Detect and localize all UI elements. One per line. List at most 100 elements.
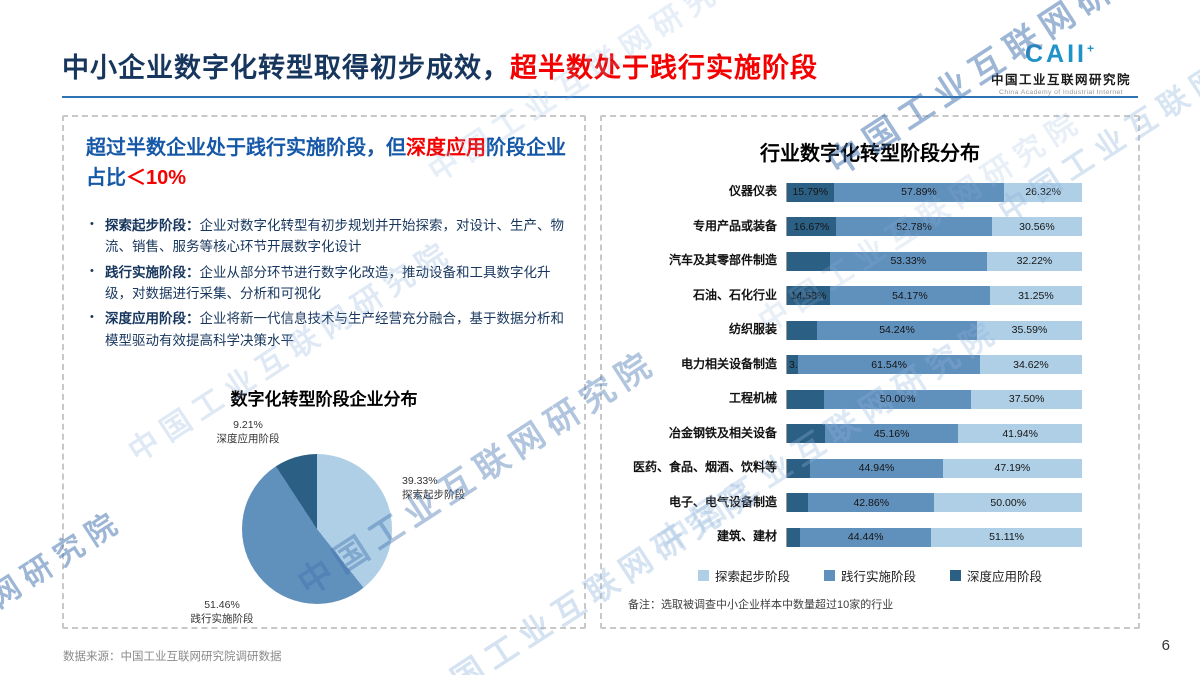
- stacked-bar-chart: 仪器仪表 15.79% 57.89% 26.32% 专用产品或装备 16.67% 52.78…: [612, 175, 1082, 555]
- stacked-bar: 14.58% 54.17% 31.25%: [786, 286, 1082, 306]
- bar-segment-value: 42.86%: [853, 496, 890, 509]
- bar-segment-value: 51.11%: [989, 531, 1025, 544]
- bar-segment-explore: 26.32%: [1004, 182, 1082, 202]
- industry-label: 工程机械: [728, 391, 777, 406]
- bar-segment-deep: [787, 320, 817, 340]
- bar-segment-impl: 54.24%: [817, 320, 977, 340]
- stacked-bar: 53.33% 32.22%: [786, 251, 1082, 271]
- bar-segment-value: 44.44%: [847, 531, 884, 544]
- stacked-bar: 42.86% 50.00%: [786, 493, 1082, 513]
- title-highlight: 超半数处于践行实施阶段: [510, 53, 818, 83]
- legend-swatch: [950, 570, 961, 581]
- stage-description: 企业从部分环节进行数字化改造，推动设备和工具数字化升级，对数据进行采集、分析和可…: [105, 264, 551, 301]
- industry-label: 汽车及其零部件制造: [668, 253, 777, 268]
- stacked-bar: 44.94% 47.19%: [786, 458, 1082, 478]
- industry-bar-row: 石油、石化行业 14.58% 54.17% 31.25%: [612, 279, 1082, 314]
- caii-logo: CAII+ 中国工业互联网研究院 China Academy of Indust…: [976, 40, 1146, 97]
- bar-segment-value: 61.54%: [871, 358, 907, 371]
- bar-segment-explore: 30.56%: [991, 217, 1082, 237]
- bar-segment-value: 35.59%: [1011, 324, 1048, 337]
- stacked-bar: 50.00% 37.50%: [786, 389, 1082, 409]
- stacked-bar: 54.24% 35.59%: [786, 320, 1082, 340]
- stage-description: 企业将新一代信息技术与生产经营充分融合，基于数据分析和模型驱动有效提高科学决策水…: [105, 311, 564, 348]
- bar-segment-deep: 14.58%: [787, 286, 830, 306]
- bar-segment-explore: 34.62%: [979, 355, 1082, 375]
- industry-bar-row: 汽车及其零部件制造 53.33% 32.22%: [612, 244, 1082, 279]
- bar-segment-explore: 37.50%: [971, 389, 1082, 409]
- stage-name: 探索起步阶段：: [105, 218, 200, 233]
- stacked-bar: 44.44% 51.11%: [786, 527, 1082, 547]
- stacked-bar: 15.79% 57.89% 26.32%: [786, 182, 1082, 202]
- headline-segment: 超过半数企业处于践行实施阶段，但: [86, 137, 406, 159]
- title-main: 中小企业数字化转型取得初步成效，: [62, 53, 510, 83]
- bar-segment-explore: 41.94%: [958, 424, 1082, 444]
- industry-bar-row: 纺织服装 54.24% 35.59%: [612, 313, 1082, 348]
- bar-segment-deep: 16.67%: [787, 217, 837, 237]
- pie-chart-title: 数字化转型阶段企业分布: [230, 390, 418, 409]
- pie-slice-name: 深度应用阶段: [216, 433, 280, 446]
- caii-logo-cn: 中国工业互联网研究院: [990, 73, 1131, 87]
- industry-bar-row: 电力相关设备制造 3.85% 61.54% 34.62%: [612, 348, 1082, 383]
- headline-segment: 阶段企业占比: [86, 137, 566, 189]
- stage-definitions-list: 探索起步阶段：企业对数字化转型有初步规划并开始探索，对设计、生产、物流、销售、服…: [90, 215, 566, 355]
- bar-segment-value: 54.24%: [879, 324, 915, 337]
- chart-note: 备注：选取被调查中小企业样本中数量超过10家的行业: [628, 599, 894, 611]
- overview-headline: 超过半数企业处于践行实施阶段，但深度应用阶段企业占比＜10%: [86, 133, 570, 193]
- industry-label: 纺织服装: [728, 322, 777, 337]
- stage-definition-item: 深度应用阶段：企业将新一代信息技术与生产经营充分融合，基于数据分析和模型驱动有效…: [90, 308, 566, 351]
- bar-segment-impl: 61.54%: [798, 355, 980, 375]
- industry-label: 冶金钢铁及相关设备: [668, 425, 777, 440]
- legend-item: 践行实施阶段: [823, 566, 916, 585]
- bar-segment-value: 44.94%: [858, 462, 895, 475]
- caii-logo-plus: +: [1086, 41, 1097, 56]
- chart-legend: 探索起步阶段 践行实施阶段 深度应用阶段: [602, 566, 1138, 585]
- bar-segment-explore: 32.22%: [986, 251, 1082, 271]
- stacked-bar: 16.67% 52.78% 30.56%: [786, 217, 1082, 237]
- industry-label: 电力相关设备制造: [680, 356, 777, 371]
- bar-segment-value: 14.58%: [790, 289, 827, 302]
- stage-name: 践行实施阶段：: [105, 264, 200, 280]
- bar-segment-impl: 53.33%: [829, 251, 987, 271]
- pie-chart-area: 9.21% 深度应用阶段 39.33% 探索起步阶段 51.46% 践行实施阶段: [64, 412, 584, 628]
- bar-segment-value: 57.89%: [901, 186, 937, 199]
- bar-segment-explore: 50.00%: [934, 493, 1082, 513]
- stacked-bar: 45.16% 41.94%: [786, 424, 1082, 444]
- pie-chart: [242, 454, 392, 604]
- bar-segment-impl: 50.00%: [823, 389, 972, 409]
- bar-segment-value: 53.33%: [890, 255, 927, 268]
- pie-value: 39.33%: [402, 475, 438, 487]
- bar-segment-impl: 42.86%: [808, 493, 935, 513]
- bar-segment-value: 15.79%: [792, 186, 829, 199]
- bar-segment-impl: 44.94%: [810, 458, 943, 478]
- caii-logo-en: China Academy of Industrial Internet: [999, 89, 1123, 96]
- bar-segment-deep: [787, 389, 824, 409]
- bar-segment-deep: [787, 424, 826, 444]
- industry-bar-row: 冶金钢铁及相关设备 45.16% 41.94%: [612, 417, 1082, 452]
- title-divider: [62, 96, 1138, 98]
- bar-segment-value: 41.94%: [1002, 427, 1038, 440]
- bar-segment-impl: 44.44%: [800, 527, 932, 547]
- industry-bar-row: 医药、食品、烟酒、饮料等 44.94% 47.19%: [612, 451, 1082, 486]
- caii-logo-brand: CAII+: [1024, 40, 1097, 68]
- pie-value: 51.46%: [204, 599, 240, 611]
- industry-label: 石油、石化行业: [692, 287, 777, 302]
- pie-value: 9.21%: [233, 419, 263, 431]
- bar-segment-explore: 47.19%: [942, 458, 1082, 478]
- bar-segment-value: 45.16%: [873, 427, 910, 440]
- pie-slice-name: 探索起步阶段: [402, 489, 465, 502]
- stacked-bar: 3.85% 61.54% 34.62%: [786, 355, 1082, 375]
- industry-bar-row: 仪器仪表 15.79% 57.89% 26.32%: [612, 175, 1082, 210]
- pie-label-explore: 39.33% 探索起步阶段: [402, 474, 465, 502]
- stage-definition-item: 探索起步阶段：企业对数字化转型有初步规划并开始探索，对设计、生产、物流、销售、服…: [90, 215, 566, 258]
- bar-segment-value: 50.00%: [879, 393, 916, 406]
- bar-segment-impl: 54.17%: [830, 286, 990, 306]
- industry-bar-row: 工程机械 50.00% 37.50%: [612, 382, 1082, 417]
- bar-segment-deep: 3.85%: [787, 355, 819, 375]
- industry-chart-panel: 行业数字化转型阶段分布 仪器仪表 15.79% 57.89% 26.32% 专用产品或装…: [600, 115, 1140, 629]
- legend-item: 深度应用阶段: [950, 566, 1042, 585]
- bar-segment-deep: [787, 251, 830, 271]
- pie-label-impl: 51.46% 践行实施阶段: [162, 598, 282, 626]
- page-number: 6: [1161, 637, 1170, 654]
- industry-bar-row: 建筑、建材 44.44% 51.11%: [612, 520, 1082, 555]
